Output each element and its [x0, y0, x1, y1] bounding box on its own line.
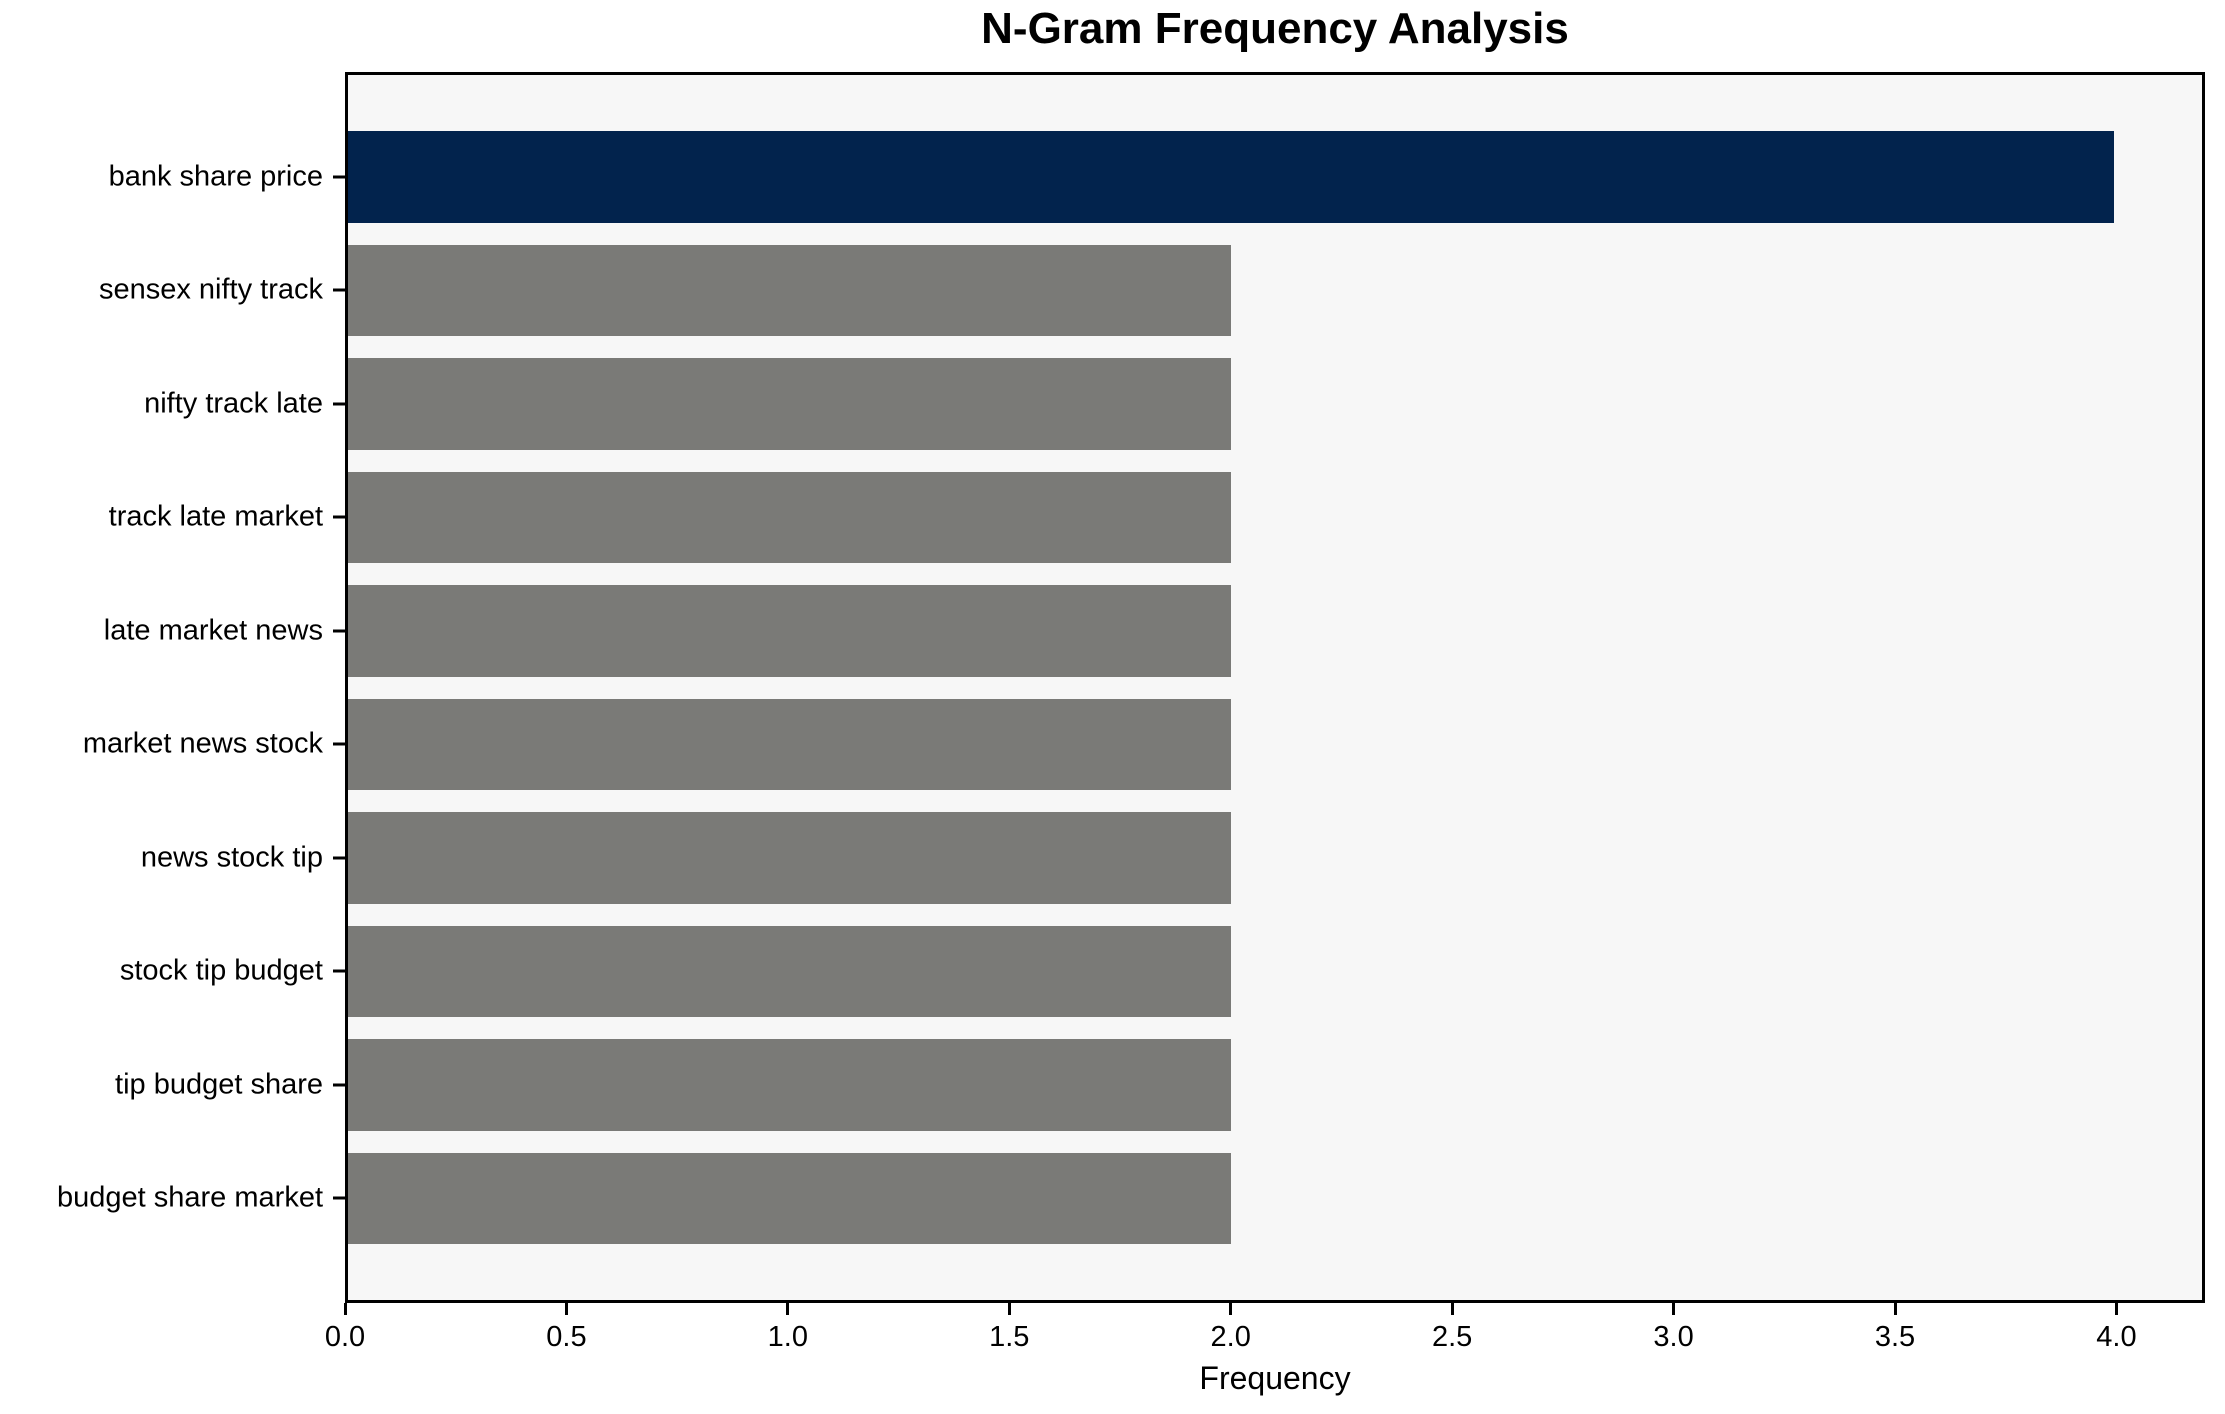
bar [348, 925, 1231, 1017]
y-tick-label: budget share market [57, 1181, 323, 1214]
chart-title: N-Gram Frequency Analysis [981, 4, 1569, 53]
y-tick-label: track late market [108, 500, 323, 533]
x-tick-label: 3.5 [1874, 1321, 1916, 1353]
y-tick-label: news stock tip [140, 841, 323, 874]
y-tick-mark [333, 742, 345, 746]
bar-row: sensex nifty track [99, 244, 2202, 336]
x-axis: 0.0 0.5 1.0 1.5 2.0 2.5 3.0 3.5 4.0 [325, 1303, 2205, 1363]
y-tick-mark [333, 175, 345, 179]
x-tick-label: 1.0 [767, 1321, 809, 1353]
x-tick-mark [1007, 1303, 1011, 1315]
y-tick-label: sensex nifty track [98, 273, 323, 306]
x-axis-label: Frequency [1199, 1360, 1351, 1396]
y-tick-mark [333, 402, 345, 406]
plot-area: bank share price sensex nifty track nifty … [57, 72, 2205, 1303]
x-tick-label: 3.0 [1653, 1321, 1694, 1353]
x-tick-mark [343, 1303, 347, 1315]
bar [348, 1152, 1231, 1244]
y-tick-mark [333, 856, 345, 860]
bar [348, 812, 1231, 904]
bars-container: bank share price sensex nifty track nifty … [57, 75, 2202, 1300]
bar [348, 244, 1231, 336]
bar [348, 358, 1231, 450]
x-tick-mark [564, 1303, 568, 1315]
x-tick-label: 4.0 [2096, 1321, 2137, 1353]
bar-row: stock tip budget [120, 925, 2202, 1017]
y-tick-mark [333, 288, 345, 292]
bar [348, 698, 1231, 790]
bar-row: news stock tip [141, 812, 2202, 904]
x-tick-mark [786, 1303, 790, 1315]
y-tick-mark [333, 1196, 345, 1200]
x-tick-mark [1893, 1303, 1897, 1315]
x-tick-mark [1229, 1303, 1233, 1315]
bar [348, 471, 1231, 563]
y-tick-label: stock tip budget [119, 954, 323, 987]
bar-row: bank share price [109, 131, 2202, 223]
bar-row: market news stock [83, 698, 2202, 790]
y-tick-label: bank share price [108, 160, 323, 193]
bar-row: budget share market [57, 1152, 2202, 1244]
y-tick-mark [333, 629, 345, 633]
y-tick-label: tip budget share [115, 1068, 323, 1101]
x-tick-label: 2.0 [1210, 1321, 1251, 1353]
bar [348, 585, 1231, 677]
bar [348, 1039, 1231, 1131]
bar-row: tip budget share [115, 1039, 2202, 1131]
y-tick-mark [333, 1083, 345, 1087]
y-tick-label: late market news [103, 614, 323, 647]
bar-row: nifty track late [144, 358, 2202, 450]
x-tick-label: 2.5 [1431, 1321, 1473, 1353]
y-tick-mark [333, 969, 345, 973]
bar-row: late market news [104, 585, 2202, 677]
x-tick-label: 0.5 [546, 1321, 587, 1353]
bar [348, 131, 2114, 223]
x-tick-label: 0.0 [324, 1321, 366, 1353]
y-tick-label: market news stock [82, 727, 323, 760]
x-tick-mark [1672, 1303, 1676, 1315]
bar-row: track late market [109, 471, 2202, 563]
x-tick-mark [2114, 1303, 2118, 1315]
y-tick-mark [333, 515, 345, 519]
x-tick-label: 1.5 [989, 1321, 1030, 1353]
x-tick-mark [1450, 1303, 1454, 1315]
y-tick-label: nifty track late [144, 387, 323, 420]
